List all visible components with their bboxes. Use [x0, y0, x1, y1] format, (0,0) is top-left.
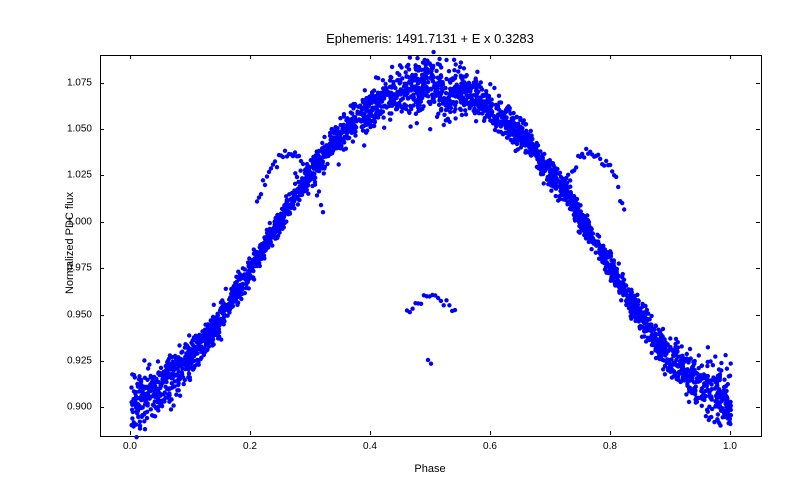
- x-tick: [730, 55, 731, 59]
- y-axis-label: Normalized PDC flux: [64, 183, 76, 303]
- y-tick: [100, 315, 104, 316]
- y-tick: [100, 129, 104, 130]
- x-tick-label: 0.8: [603, 441, 617, 452]
- scatter-points: [101, 56, 761, 436]
- x-axis-label: Phase: [100, 463, 760, 475]
- x-tick: [610, 55, 611, 59]
- x-tick: [490, 55, 491, 59]
- x-tick: [730, 431, 731, 435]
- x-tick: [130, 55, 131, 59]
- y-tick: [756, 129, 760, 130]
- x-tick: [130, 431, 131, 435]
- y-tick-label: 0.900: [52, 402, 92, 413]
- y-tick: [756, 315, 760, 316]
- y-tick: [100, 175, 104, 176]
- y-tick: [756, 361, 760, 362]
- y-tick-label: 0.950: [52, 309, 92, 320]
- y-tick: [756, 222, 760, 223]
- y-tick: [756, 407, 760, 408]
- x-tick: [370, 431, 371, 435]
- plot-area: [100, 55, 762, 437]
- x-tick-label: 0.6: [483, 441, 497, 452]
- figure: Ephemeris: 1491.7131 + E x 0.3283 Phase …: [0, 0, 800, 500]
- y-tick-label: 1.075: [52, 77, 92, 88]
- x-tick-label: 0.4: [363, 441, 377, 452]
- x-tick-label: 0.0: [123, 441, 137, 452]
- y-tick: [756, 175, 760, 176]
- y-tick-label: 1.000: [52, 216, 92, 227]
- x-tick: [490, 431, 491, 435]
- chart-title: Ephemeris: 1491.7131 + E x 0.3283: [100, 31, 760, 46]
- y-tick: [100, 268, 104, 269]
- x-tick-label: 0.2: [243, 441, 257, 452]
- y-tick: [100, 407, 104, 408]
- x-tick-label: 1.0: [723, 441, 737, 452]
- y-tick: [756, 83, 760, 84]
- y-tick-label: 0.975: [52, 263, 92, 274]
- y-tick: [100, 361, 104, 362]
- x-tick: [250, 431, 251, 435]
- y-tick: [100, 222, 104, 223]
- y-tick-label: 1.025: [52, 170, 92, 181]
- x-tick: [610, 431, 611, 435]
- x-tick: [250, 55, 251, 59]
- x-tick: [370, 55, 371, 59]
- scatter-dot: [129, 50, 733, 440]
- y-tick: [100, 83, 104, 84]
- y-tick: [756, 268, 760, 269]
- y-tick-label: 1.050: [52, 124, 92, 135]
- y-tick-label: 0.925: [52, 355, 92, 366]
